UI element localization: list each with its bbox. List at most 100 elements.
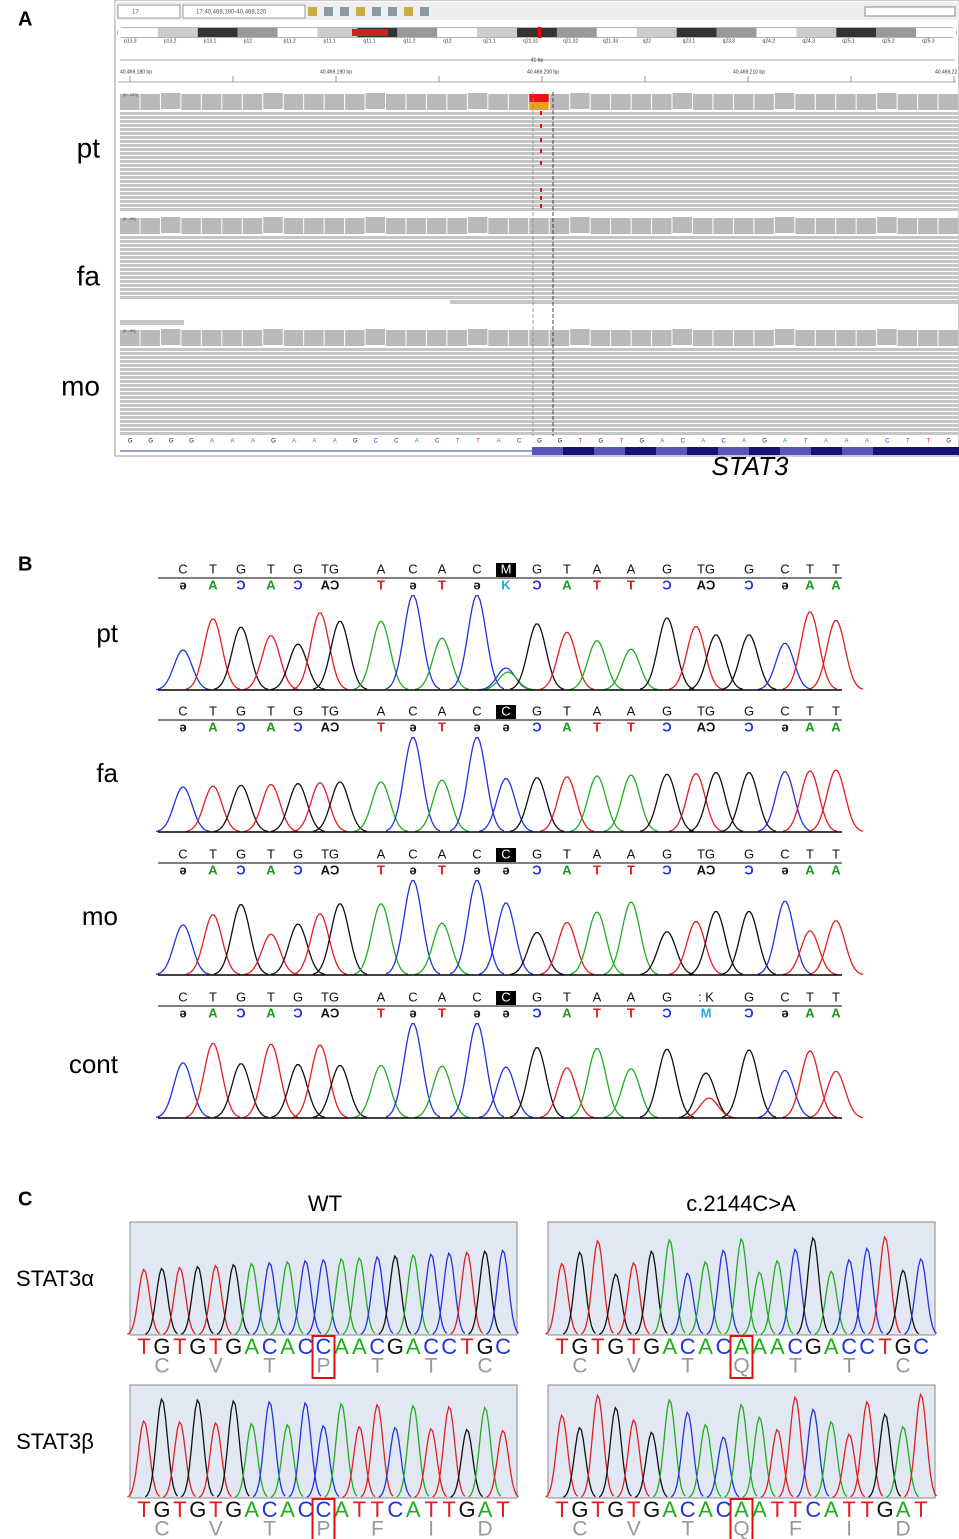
trace-peak: [243, 1043, 299, 1118]
coverage-bar: [590, 330, 611, 346]
coverage-bar: [897, 218, 918, 234]
base-letter: A: [770, 1334, 785, 1359]
coverage-bar: [938, 218, 958, 234]
trace-peak: [185, 785, 241, 833]
base-letter: T: [842, 1497, 855, 1522]
complement-base: T: [438, 577, 446, 592]
reference-base: C: [681, 439, 686, 445]
ruler-label: 40,469,22: [935, 69, 957, 75]
trace-peak: [288, 1259, 322, 1335]
cytoband-label: q11.1: [363, 38, 375, 44]
trace-peak: [449, 1022, 505, 1118]
coverage-bar: [447, 330, 467, 346]
coverage-bar: [120, 218, 140, 234]
trace-peak: [886, 1425, 920, 1498]
base-letter: A: [824, 1334, 839, 1359]
complement-base: T: [438, 862, 446, 877]
amino-acid: C: [477, 1355, 492, 1378]
base-letter: T: [209, 1497, 222, 1522]
cytoband: [277, 28, 318, 37]
coverage-bar: [181, 94, 201, 110]
reference-base: C: [394, 439, 399, 445]
coverage-bar: [713, 94, 733, 110]
read: [120, 144, 959, 147]
complement-base: ə: [409, 719, 416, 734]
base-letter: C: [298, 1334, 314, 1359]
trace-peak: [706, 1436, 740, 1498]
variant-highlight: [496, 991, 516, 1005]
complement-base: T: [627, 862, 635, 877]
coverage-bar: [283, 94, 304, 110]
read: [120, 148, 959, 151]
read: [120, 280, 959, 283]
span-label: 41 bp: [531, 57, 544, 63]
trace-peak: [545, 1413, 579, 1498]
coverage-bar: [590, 94, 611, 110]
base-letter: T: [555, 1497, 568, 1522]
base-call: G: [662, 561, 672, 576]
coverage-bar: [283, 218, 304, 234]
read: [120, 268, 959, 271]
reference-base: A: [231, 439, 235, 445]
complement-base: ə: [502, 719, 509, 734]
coverage-bar: [426, 218, 447, 234]
coverage-bar: [386, 94, 406, 110]
trace-peak: [288, 1401, 322, 1498]
coverage-bar: [181, 218, 201, 234]
base-letter: C: [841, 1334, 857, 1359]
coverage-bar: [652, 330, 672, 346]
toolbar-icon: [420, 7, 429, 16]
complement-base: T: [377, 577, 385, 592]
isoform-label: STAT3α: [16, 1266, 94, 1291]
amino-acid: D: [477, 1518, 492, 1539]
read: [120, 140, 959, 143]
trace-peak: [688, 634, 744, 691]
centromere: [352, 29, 388, 36]
read: [120, 208, 959, 211]
base-sequence: T G T G T GA C A CC A T T C A T T GA T: [137, 1497, 510, 1522]
trace-peak: [652, 1238, 686, 1335]
read: [120, 404, 959, 407]
trace-peak: [243, 635, 299, 691]
base-letter: T: [496, 1497, 509, 1522]
trace-peak: [385, 594, 441, 690]
reference-base: G: [189, 439, 194, 445]
base-call: T: [563, 989, 571, 1004]
trace-peak: [360, 1403, 394, 1498]
reference-base: G: [558, 439, 563, 445]
trace-peak: [509, 932, 565, 976]
read: [120, 264, 959, 267]
sample-label: fa: [96, 758, 118, 788]
complement-base: AƆ: [321, 862, 340, 877]
coverage-alt: [529, 94, 549, 102]
complement-base: A: [266, 1005, 276, 1020]
complement-base: K: [501, 577, 511, 592]
trace-peak: [180, 1398, 214, 1498]
trace-peak: [185, 1042, 241, 1118]
trace-peak: [904, 1392, 938, 1498]
panel-label: B: [18, 553, 32, 575]
read: [120, 248, 959, 251]
base-call: TG: [321, 989, 339, 1004]
coverage-bar: [304, 94, 324, 110]
base-call: C: [178, 703, 187, 718]
coverage-bar: [529, 330, 549, 346]
toolbar-icon: [340, 7, 349, 16]
read: [120, 200, 959, 203]
ruler-label: 40,469,180 bp: [120, 69, 152, 75]
base-letter: G: [571, 1497, 588, 1522]
base-letter: T: [627, 1334, 640, 1359]
coverage-bar: [201, 218, 222, 234]
cytoband: [916, 28, 956, 37]
trace-peak: [904, 1257, 937, 1335]
trace-peak: [808, 769, 864, 832]
base-letter: A: [406, 1334, 421, 1359]
coverage-bar: [242, 218, 263, 234]
complement-base: A: [208, 719, 218, 734]
cytoband: [556, 28, 597, 37]
coverage-bar: [365, 217, 386, 233]
trace-peak: [721, 1049, 777, 1118]
trace-peak: [569, 640, 625, 691]
complement-base: T: [438, 719, 446, 734]
trace-peak: [198, 1264, 232, 1335]
